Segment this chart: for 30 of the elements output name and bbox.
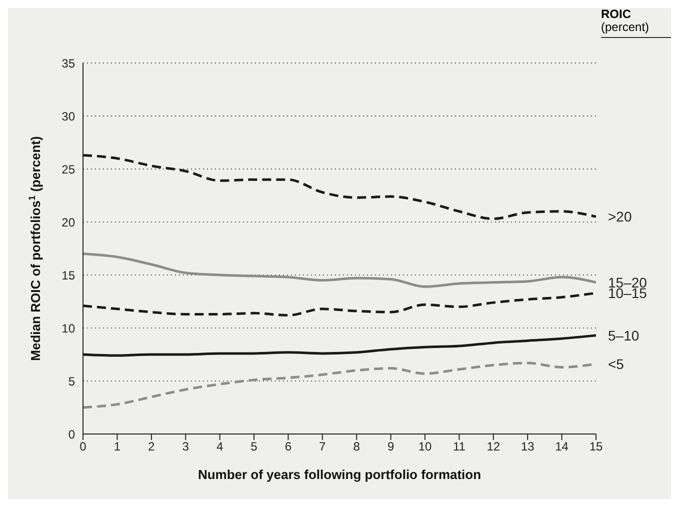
series-label: 5–10 (608, 327, 640, 344)
x-tick-label: 15 (589, 440, 603, 454)
series-label: <5 (608, 356, 624, 372)
line-series (83, 252, 596, 288)
x-tick-label: 0 (80, 440, 87, 454)
y-tick-label: 0 (68, 427, 76, 442)
x-tick-label: 9 (387, 440, 394, 454)
x-tick-label: 8 (353, 440, 360, 454)
x-tick-label: 4 (216, 440, 224, 454)
y-tick-label: 30 (62, 109, 76, 124)
x-tick-label: 3 (182, 440, 190, 454)
x-axis-title: Number of years following portfolio formation (198, 467, 482, 482)
y-tick-label: 15 (62, 268, 76, 282)
y-tick-label: 20 (62, 215, 76, 230)
x-tick-label: 11 (452, 440, 466, 454)
x-tick-label: 1 (114, 440, 121, 454)
y-tick-label: 10 (62, 321, 76, 336)
y-tick-label: 35 (62, 56, 76, 70)
x-tick-label: 10 (418, 440, 432, 454)
series-label: >20 (608, 208, 632, 225)
y-tick-label: 5 (68, 374, 76, 388)
x-tick-label: 7 (319, 440, 326, 454)
x-tick-label: 12 (486, 440, 500, 454)
x-tick-label: 5 (250, 440, 258, 454)
y-tick-label: 25 (62, 162, 76, 176)
x-tick-label: 14 (555, 440, 569, 454)
legend-title: ROIC (percent) (601, 7, 650, 34)
x-tick-label: 13 (520, 440, 535, 454)
x-tick-label: 6 (284, 440, 292, 454)
x-tick-label: 2 (148, 440, 156, 454)
